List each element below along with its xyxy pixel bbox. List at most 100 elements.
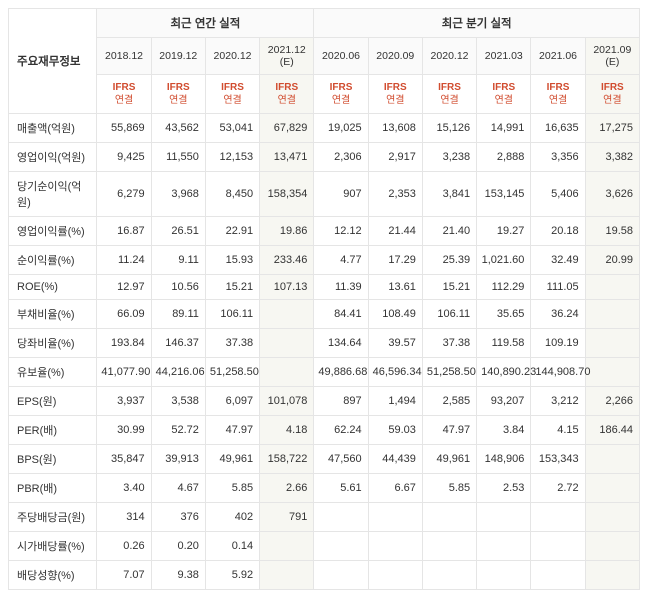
cell-annual: 4.67	[151, 474, 205, 503]
cell-quarter	[585, 358, 639, 387]
ifrs-q4: IFRS연결	[531, 75, 585, 114]
cell-annual: 402	[205, 503, 259, 532]
cell-annual: 0.20	[151, 532, 205, 561]
cell-quarter: 153,145	[477, 172, 531, 217]
cell-quarter: 37.38	[422, 329, 476, 358]
table-row: 영업이익률(%)16.8726.5122.9119.8612.1221.4421…	[9, 217, 640, 246]
cell-quarter: 2,266	[585, 387, 639, 416]
ifrs-q2: IFRS연결	[422, 75, 476, 114]
cell-annual: 9.11	[151, 246, 205, 275]
cell-quarter: 13.61	[368, 275, 422, 300]
cell-annual: 314	[97, 503, 151, 532]
row-label: 주당배당금(원)	[9, 503, 97, 532]
header-ifrs-row: IFRS연결 IFRS연결 IFRS연결 IFRS연결 IFRS연결 IFRS연…	[9, 75, 640, 114]
cell-quarter: 897	[314, 387, 368, 416]
cell-quarter: 2,917	[368, 143, 422, 172]
cell-quarter: 11.39	[314, 275, 368, 300]
cell-quarter: 39.57	[368, 329, 422, 358]
period-a1: 2019.12	[151, 38, 205, 75]
cell-quarter: 144,908.70	[531, 358, 585, 387]
cell-annual: 19.86	[260, 217, 314, 246]
cell-quarter: 148,906	[477, 445, 531, 474]
period-q0: 2020.06	[314, 38, 368, 75]
cell-quarter: 140,890.23	[477, 358, 531, 387]
cell-quarter: 3.84	[477, 416, 531, 445]
cell-annual: 49,961	[205, 445, 259, 474]
cell-annual: 16.87	[97, 217, 151, 246]
cell-annual: 9,425	[97, 143, 151, 172]
cell-quarter	[422, 503, 476, 532]
ifrs-a0: IFRS연결	[97, 75, 151, 114]
cell-quarter: 112.29	[477, 275, 531, 300]
cell-quarter: 2.72	[531, 474, 585, 503]
cell-quarter: 21.40	[422, 217, 476, 246]
header-main: 주요재무정보	[9, 9, 97, 114]
table-row: 영업이익(억원)9,42511,55012,15313,4712,3062,91…	[9, 143, 640, 172]
cell-quarter	[314, 532, 368, 561]
row-label: 순이익률(%)	[9, 246, 97, 275]
table-row: ROE(%)12.9710.5615.21107.1311.3913.6115.…	[9, 275, 640, 300]
table-row: 배당성향(%)7.079.385.92	[9, 561, 640, 590]
cell-quarter: 111.05	[531, 275, 585, 300]
cell-annual: 55,869	[97, 114, 151, 143]
table-row: 매출액(억원)55,86943,56253,04167,82919,02513,…	[9, 114, 640, 143]
cell-annual: 0.26	[97, 532, 151, 561]
cell-annual: 158,722	[260, 445, 314, 474]
table-row: 당좌비율(%)193.84146.3737.38134.6439.5737.38…	[9, 329, 640, 358]
cell-annual: 233.46	[260, 246, 314, 275]
cell-quarter: 1,021.60	[477, 246, 531, 275]
cell-quarter: 17.29	[368, 246, 422, 275]
cell-quarter: 84.41	[314, 300, 368, 329]
cell-quarter: 3,382	[585, 143, 639, 172]
cell-annual: 89.11	[151, 300, 205, 329]
cell-annual: 13,471	[260, 143, 314, 172]
cell-quarter: 36.24	[531, 300, 585, 329]
cell-quarter: 2,585	[422, 387, 476, 416]
cell-quarter	[585, 532, 639, 561]
ifrs-q5: IFRS연결	[585, 75, 639, 114]
cell-quarter: 2,353	[368, 172, 422, 217]
cell-annual: 376	[151, 503, 205, 532]
cell-quarter: 20.18	[531, 217, 585, 246]
cell-quarter: 109.19	[531, 329, 585, 358]
cell-annual: 26.51	[151, 217, 205, 246]
cell-quarter: 16,635	[531, 114, 585, 143]
period-q4: 2021.06	[531, 38, 585, 75]
cell-annual	[260, 329, 314, 358]
cell-quarter	[422, 561, 476, 590]
cell-quarter	[585, 503, 639, 532]
cell-quarter: 907	[314, 172, 368, 217]
row-label: PBR(배)	[9, 474, 97, 503]
table-row: 시가배당률(%)0.260.200.14	[9, 532, 640, 561]
cell-annual: 11.24	[97, 246, 151, 275]
period-a2: 2020.12	[205, 38, 259, 75]
cell-quarter: 46,596.34	[368, 358, 422, 387]
cell-quarter: 93,207	[477, 387, 531, 416]
cell-quarter: 62.24	[314, 416, 368, 445]
period-a0: 2018.12	[97, 38, 151, 75]
cell-annual: 6,097	[205, 387, 259, 416]
cell-quarter	[368, 503, 422, 532]
cell-quarter: 59.03	[368, 416, 422, 445]
cell-annual: 5.92	[205, 561, 259, 590]
cell-quarter: 5,406	[531, 172, 585, 217]
period-a3: 2021.12 (E)	[260, 38, 314, 75]
period-q1: 2020.09	[368, 38, 422, 75]
cell-quarter	[477, 561, 531, 590]
cell-annual: 0.14	[205, 532, 259, 561]
cell-annual: 3.40	[97, 474, 151, 503]
cell-quarter: 3,212	[531, 387, 585, 416]
row-label: ROE(%)	[9, 275, 97, 300]
cell-quarter	[585, 474, 639, 503]
cell-quarter: 2.53	[477, 474, 531, 503]
header-group-annual: 최근 연간 실적	[97, 9, 314, 38]
cell-quarter	[585, 300, 639, 329]
row-label: 시가배당률(%)	[9, 532, 97, 561]
cell-annual	[260, 300, 314, 329]
header-periods-row: 2018.12 2019.12 2020.12 2021.12 (E) 2020…	[9, 38, 640, 75]
cell-quarter	[314, 503, 368, 532]
cell-quarter: 3,841	[422, 172, 476, 217]
cell-quarter	[314, 561, 368, 590]
cell-quarter	[477, 503, 531, 532]
cell-quarter: 3,626	[585, 172, 639, 217]
